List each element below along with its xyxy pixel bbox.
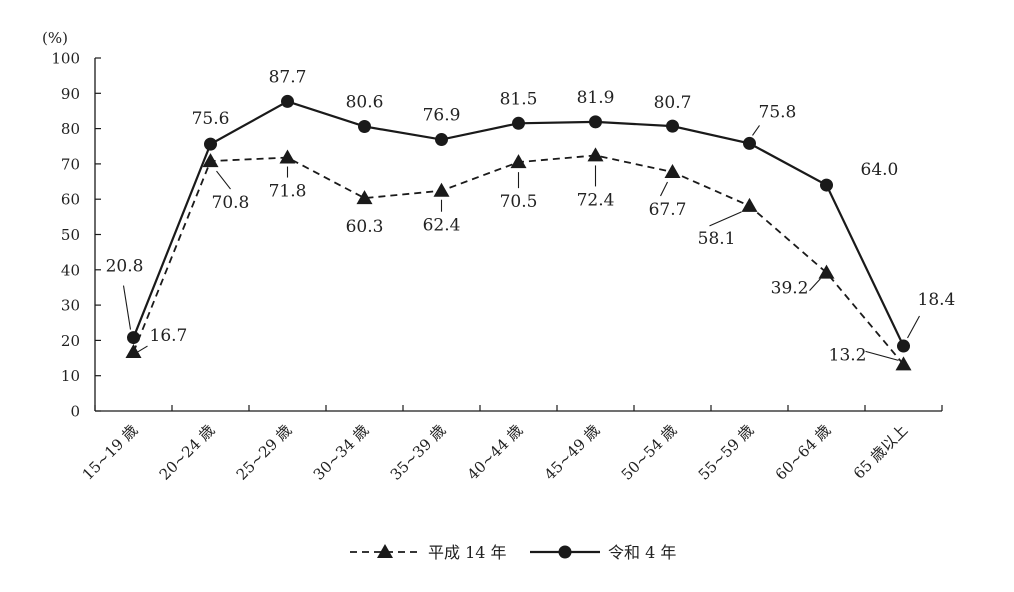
y-tick-label: 10 [61,367,80,385]
y-tick-label: 90 [61,85,80,103]
leader-line [709,211,742,227]
circle-marker [358,119,371,133]
y-tick-label: 20 [61,332,80,350]
y-axis-unit-label: (%) [42,29,68,47]
legend-label-reiwa4: 令和 4 年 [608,543,676,562]
leader-line [809,278,821,291]
data-label-reiwa4: 75.6 [192,109,230,129]
x-tick-label: 60~64 歳 [772,421,835,484]
data-label-reiwa4: 20.8 [106,257,144,277]
triangle-marker [818,264,835,279]
triangle-marker [510,154,527,169]
legend-marker-reiwa4 [558,545,572,559]
legend-marker-heisei14 [377,544,393,558]
y-tick-label: 30 [61,297,80,315]
triangle-marker [279,149,296,164]
legend-label-heisei14: 平成 14 年 [428,543,507,562]
circle-marker [281,94,294,108]
data-label-heisei14: 71.8 [269,182,307,202]
data-label-heisei14: 13.2 [829,345,867,365]
data-label-reiwa4: 87.7 [269,67,307,87]
triangle-marker [587,147,604,162]
data-label-reiwa4: 64.0 [861,160,899,180]
data-label-heisei14: 58.1 [698,229,736,249]
leader-line [752,125,760,136]
circle-marker [666,119,679,133]
x-tick-label: 35~39 歳 [387,421,450,484]
x-tick-label: 40~44 歳 [464,421,527,484]
data-label-heisei14: 62.4 [423,216,461,236]
series-markers [125,94,912,371]
x-tick-label: 45~49 歳 [541,421,604,484]
data-label-reiwa4: 81.5 [500,89,538,109]
circle-marker [589,115,602,129]
leader-line [216,170,231,190]
leader-line [122,285,132,330]
circle-marker [435,133,448,147]
circle-marker [204,137,217,151]
data-label-heisei14: 72.4 [577,190,615,210]
circle-marker [743,136,756,150]
data-label-heisei14: 60.3 [346,217,384,237]
data-label-reiwa4: 81.9 [577,88,615,108]
y-tick-label: 100 [51,50,80,68]
data-label-reiwa4: 80.7 [654,93,692,113]
leader-line [137,345,148,353]
triangle-marker [664,164,681,179]
data-label-heisei14: 70.8 [212,193,250,213]
y-tick-label: 70 [61,155,80,173]
x-tick-label: 55~59 歳 [695,421,758,484]
x-tick-label: 50~54 歳 [618,421,681,484]
data-label-reiwa4: 75.8 [759,102,797,122]
data-label-heisei14: 70.5 [500,192,538,212]
x-tick-label: 65 歳以上 [850,421,911,482]
data-label-heisei14: 67.7 [649,200,687,220]
data-labels: 16.7 70.8 71.8 60.3 62.4 70.5 72.4 67.7 58.1 39.2… [106,67,956,365]
y-tick-label: 0 [70,403,80,421]
x-tick-label: 15~19 歳 [79,421,142,484]
leader-line [865,350,899,361]
y-tick-label: 50 [61,226,80,244]
data-label-reiwa4: 80.6 [346,92,384,112]
legend: 平成 14 年 令和 4 年 [350,543,676,562]
circle-marker [127,331,140,345]
x-tick-label: 25~29 歳 [233,421,296,484]
data-label-reiwa4: 76.9 [423,106,461,126]
series-lines [132,100,905,365]
data-label-reiwa4: 18.4 [918,290,956,310]
circle-marker [897,339,910,353]
circle-marker [820,178,833,192]
y-tick-label: 80 [61,120,80,138]
triangle-marker [125,344,142,359]
y-tick-label: 60 [61,191,80,209]
data-label-heisei14: 39.2 [771,279,809,299]
x-tick-labels: 15~19 歳 20~24 歳 25~29 歳 30~34 歳 35~39 歳 40~44… [79,421,912,484]
axes: 0 10 20 30 40 50 60 70 80 90 100 (%) [42,29,943,421]
triangle-marker [741,197,758,212]
triangle-marker [202,153,219,168]
x-tick-label: 20~24 歳 [156,421,219,484]
data-label-heisei14: 16.7 [150,326,188,346]
triangle-marker [895,356,912,371]
leader-line [660,181,668,197]
leader-line [907,315,920,339]
triangle-marker [356,190,373,205]
triangle-marker [433,182,450,197]
series-line-reiwa4 [132,100,905,347]
x-tick-label: 30~34 歳 [310,421,373,484]
y-tick-label: 40 [61,261,80,279]
circle-marker [512,116,525,130]
leader-lines [122,125,920,361]
